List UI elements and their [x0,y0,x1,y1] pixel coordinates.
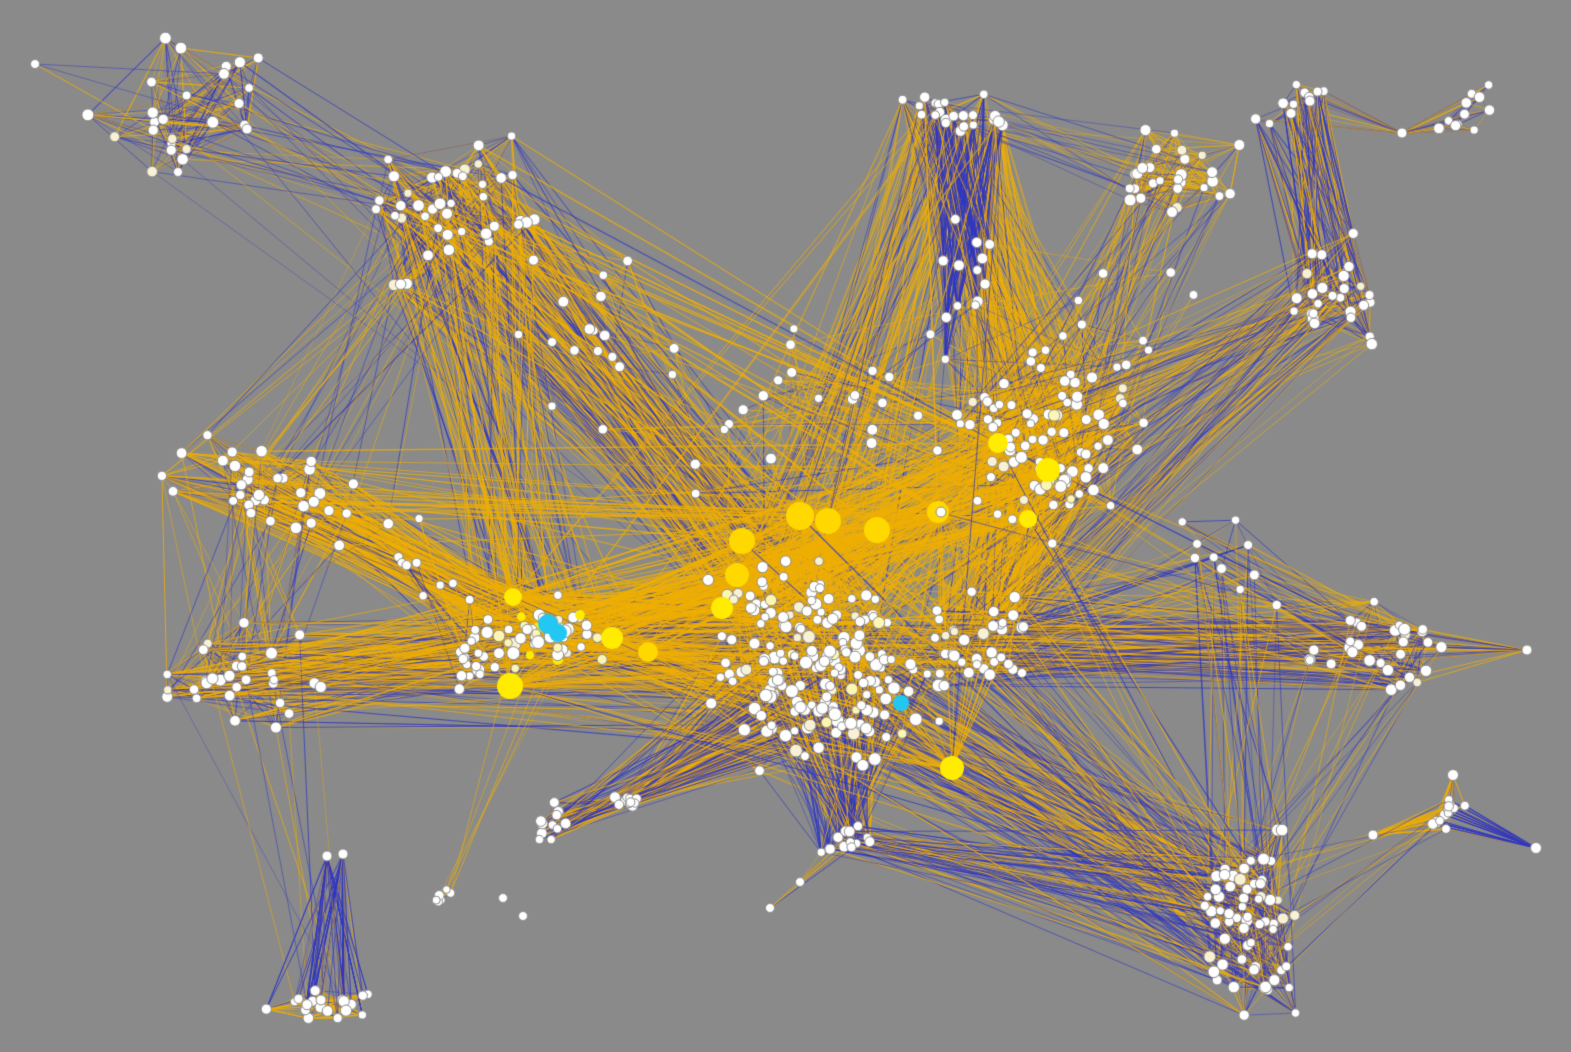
network-graph-canvas[interactable] [0,0,1571,1052]
graph-viewport [0,0,1571,1052]
